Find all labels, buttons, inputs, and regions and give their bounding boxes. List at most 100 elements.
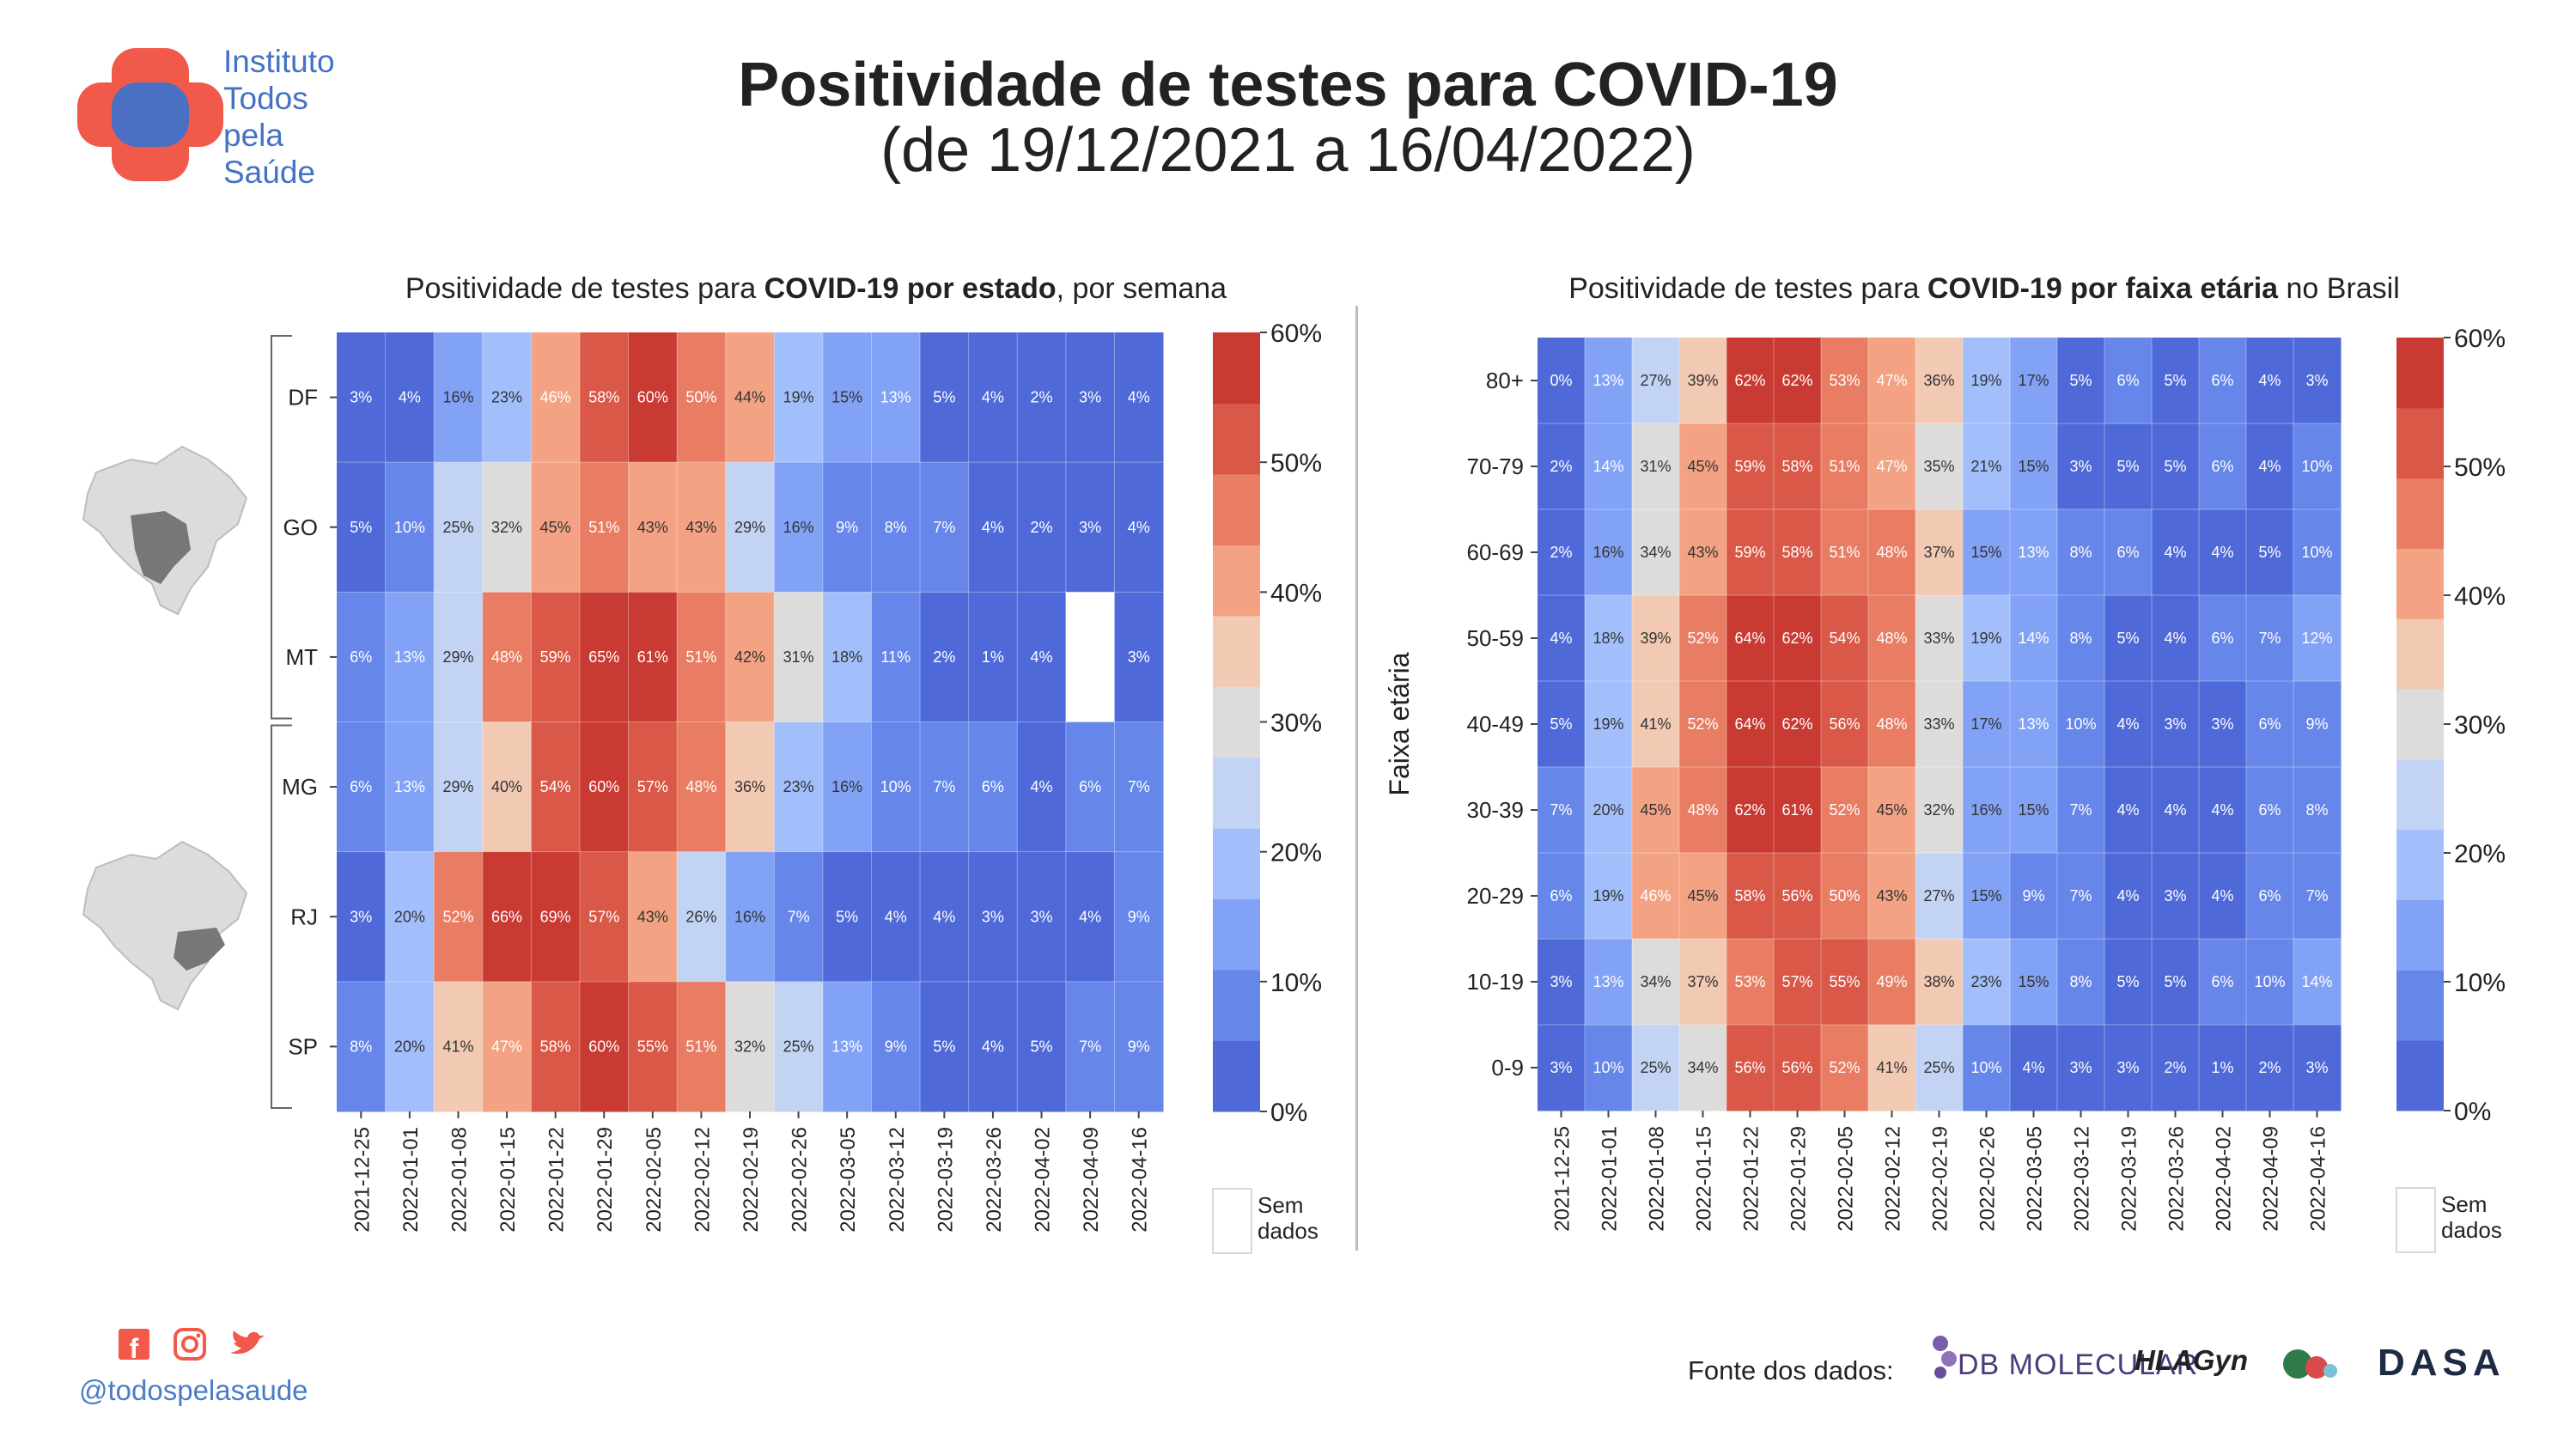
y-axis-title: Faixa etária: [1384, 652, 1415, 795]
cell-value-label: 1%: [982, 648, 1004, 666]
cell-value-label: 51%: [685, 1038, 716, 1055]
heatmap-cell: [1963, 939, 2011, 1026]
cell-value-label: 62%: [1781, 715, 1812, 733]
heatmap-cell: [2152, 1025, 2200, 1111]
colorbar-tick-label: 30%: [2454, 711, 2506, 740]
cell-value-label: 58%: [540, 1038, 571, 1055]
no-data-label: dados: [1258, 1218, 1318, 1244]
cell-value-label: 7%: [2069, 801, 2092, 819]
colorbar-segment: [2396, 407, 2444, 479]
heatmap-cell: [2104, 767, 2153, 854]
cell-value-label: 20%: [394, 908, 425, 925]
y-tick-label: RJ: [290, 904, 318, 929]
heatmap-cell: [385, 332, 435, 463]
cell-value-label: 13%: [1592, 973, 1623, 990]
cell-value-label: 4%: [1550, 630, 1572, 647]
heatmap-cell: [871, 851, 921, 983]
cell-value-label: 13%: [394, 778, 425, 795]
heatmap-cell: [531, 592, 581, 722]
cell-value-label: 11%: [880, 648, 910, 666]
heatmap-cell: [434, 332, 484, 463]
heatmap-cell: [2293, 595, 2342, 682]
heatmap-cell: [1963, 338, 2011, 424]
cell-value-label: 4%: [2164, 544, 2186, 561]
heatmap-cell: [2246, 939, 2294, 1026]
heatmap-cell: [2199, 853, 2247, 940]
cell-value-label: 48%: [1687, 801, 1718, 819]
instagram-icon[interactable]: [174, 1328, 206, 1361]
cell-value-label: 55%: [637, 1038, 668, 1055]
facebook-icon[interactable]: f: [119, 1329, 149, 1363]
heatmap-cell: [385, 851, 435, 983]
cell-value-label: 48%: [685, 778, 716, 795]
heatmap-cell: [1017, 592, 1067, 722]
heatmap-cell: [579, 592, 630, 722]
cell-value-label: 4%: [933, 908, 955, 925]
heatmap-cell: [579, 721, 630, 853]
cell-value-label: 3%: [2211, 715, 2233, 733]
cell-value-label: 7%: [1128, 778, 1150, 795]
heatmap-cell: [1585, 423, 1633, 510]
no-data-swatch: [1212, 1188, 1252, 1254]
cell-value-label: 45%: [1687, 887, 1718, 904]
heatmap-cell: [1585, 595, 1633, 682]
cell-value-label: 4%: [1128, 389, 1150, 406]
x-tick-label: 2022-01-29: [594, 1127, 617, 1233]
heatmap-cell: [1726, 423, 1775, 510]
logo-line: Saúde: [223, 155, 315, 190]
cell-value-label: 39%: [1687, 372, 1718, 389]
heatmap-cell: [1726, 681, 1775, 768]
cell-value-label: 8%: [2069, 973, 2092, 990]
heatmap-cell: [1774, 509, 1822, 596]
colorbar-segment: [1213, 898, 1260, 971]
cell-value-label: 4%: [885, 908, 907, 925]
cell-value-label: 16%: [1970, 801, 2001, 819]
cell-value-label: 3%: [350, 908, 372, 925]
cell-value-label: 5%: [933, 389, 955, 406]
cell-value-label: 3%: [350, 389, 372, 406]
cell-value-label: 10%: [1970, 1059, 2001, 1076]
heatmap-cell: [1963, 595, 2011, 682]
heatmap-cell: [1632, 338, 1680, 424]
heatmap-cell: [2199, 939, 2247, 1026]
heatmap-cell: [2010, 853, 2058, 940]
social-handle[interactable]: @todospelasaude: [79, 1374, 308, 1406]
x-tick-label: 2022-01-01: [1599, 1126, 1622, 1232]
no-data-swatch: [2396, 1187, 2436, 1253]
colorbar-segment: [2396, 970, 2444, 1041]
heatmap-cell: [1915, 939, 1964, 1026]
cell-value-label: 10%: [2301, 544, 2332, 561]
cell-value-label: 13%: [1592, 372, 1623, 389]
cell-value-label: 4%: [2211, 801, 2233, 819]
cell-value-label: 4%: [2164, 801, 2186, 819]
cell-value-label: 10%: [2301, 458, 2332, 475]
heatmap-cell: [968, 462, 1018, 593]
y-tick-label: GO: [283, 514, 318, 540]
cell-value-label: 3%: [1550, 1059, 1572, 1076]
heatmap-cell: [1774, 939, 1822, 1026]
heatmap-cell: [337, 332, 387, 463]
heatmap-cell: [1632, 595, 1680, 682]
twitter-icon[interactable]: [230, 1330, 265, 1355]
heatmap-cell: [774, 721, 824, 853]
cell-value-label: 19%: [1592, 715, 1623, 733]
cell-value-label: 13%: [394, 648, 425, 666]
heatmap-cell: [1915, 681, 1964, 768]
x-tick-label: 2022-01-08: [448, 1127, 471, 1233]
x-tick-label: 2022-03-19: [934, 1127, 957, 1233]
cell-value-label: 56%: [1734, 1059, 1765, 1076]
logo-line: pela: [223, 118, 283, 153]
cell-value-label: 59%: [1734, 544, 1765, 561]
cell-value-label: 56%: [1781, 887, 1812, 904]
cell-value-label: 5%: [350, 519, 372, 536]
heatmap-cell: [2010, 509, 2058, 596]
heatmap-cell: [1774, 423, 1822, 510]
cell-value-label: 41%: [442, 1038, 473, 1055]
heatmap-cell: [2199, 423, 2247, 510]
cell-value-label: 52%: [442, 908, 473, 925]
colorbar-tick-label: 30%: [1270, 709, 1322, 738]
colorbar-tick-label: 20%: [1270, 839, 1322, 868]
cell-value-label: 4%: [2116, 715, 2139, 733]
heatmap-cell: [2246, 681, 2294, 768]
x-tick-label: 2022-01-22: [1740, 1126, 1763, 1232]
